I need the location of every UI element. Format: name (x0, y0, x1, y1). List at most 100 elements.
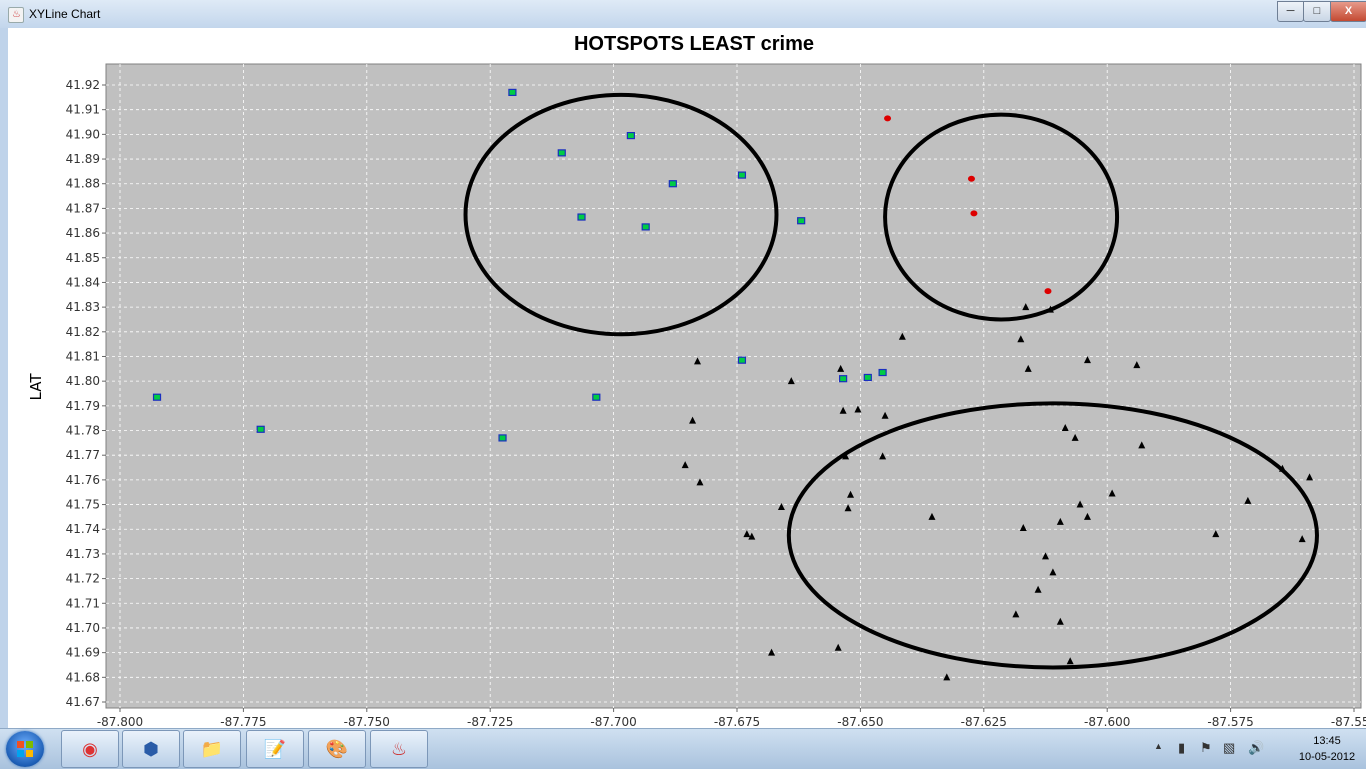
triangle-point (837, 364, 845, 372)
square-point (863, 373, 872, 382)
x-tick-label: -87.650 (837, 715, 883, 728)
action-center-flag-icon[interactable]: ⚑ (1200, 740, 1212, 755)
y-tick-label: 41.80 (66, 374, 100, 388)
virtualbox-taskbar-button[interactable]: ⬢ (122, 730, 180, 768)
java-taskbar-button[interactable]: ♨ (370, 730, 428, 768)
y-tick-label: 41.73 (66, 547, 100, 561)
clock-time[interactable]: 13:45 (1313, 735, 1341, 747)
y-tick-label: 41.83 (66, 300, 100, 314)
y-tick-label: 41.84 (66, 275, 100, 289)
y-tick-label: 41.92 (66, 78, 100, 92)
square-point (668, 180, 677, 188)
y-tick-label: 41.75 (66, 498, 100, 512)
network-signal-icon[interactable]: ▧ (1223, 740, 1236, 755)
y-tick-label: 41.87 (66, 201, 100, 215)
triangle-point (1133, 361, 1141, 369)
triangle-point (1306, 473, 1314, 481)
square-point (557, 149, 566, 157)
triangle-point (1022, 303, 1030, 311)
explorer-taskbar-button[interactable]: 📁 (183, 730, 241, 768)
x-tick-label: -87.625 (961, 715, 1007, 728)
file-explorer-icon: 📁 (200, 739, 224, 759)
square-point (737, 171, 747, 179)
x-tick-label: -87.725 (467, 715, 513, 728)
java-app-icon: ♨ (8, 7, 24, 23)
triangle-point (1056, 617, 1064, 625)
square-point (508, 88, 517, 97)
y-tick-label: 41.81 (66, 349, 100, 363)
clock-date[interactable]: 10-05-2012 (1298, 751, 1356, 763)
square-point (797, 217, 806, 225)
minimize-button[interactable]: ─ (1277, 1, 1304, 22)
triangle-point (1138, 441, 1146, 449)
triangle-point (694, 357, 702, 365)
triangle-point (847, 490, 855, 498)
triangle-point (748, 532, 756, 540)
triangle-point (1083, 512, 1091, 520)
x-tick-label: -87.800 (97, 715, 143, 728)
y-tick-label: 41.82 (66, 325, 100, 339)
triangle-point (768, 648, 776, 656)
square-point (839, 375, 848, 383)
x-tick-label: -87.575 (1207, 715, 1253, 728)
x-tick-label: -87.675 (714, 715, 760, 728)
triangle-point (1076, 500, 1084, 508)
y-tick-label: 41.74 (66, 522, 100, 536)
app-window: ♨ XYLine Chart ─ □ X HOTSPOTS LEAST crim… (0, 0, 1366, 728)
volume-icon[interactable]: 🔊 (1248, 740, 1265, 755)
paint-taskbar-button[interactable]: 🎨 (308, 730, 366, 768)
y-tick-label: 41.90 (66, 127, 100, 141)
y-tick-label: 41.76 (66, 473, 100, 487)
taskbar: ◉ ⬢ 📁 📝 🎨 ♨ ▲ ▮ ⚑ ▧ 🔊 13:45 10-05-2012 (0, 728, 1366, 769)
x-tick-label: -87.750 (344, 715, 390, 728)
maximize-button[interactable]: □ (1303, 1, 1331, 22)
circle-point (884, 115, 892, 122)
y-tick-label: 41.86 (66, 226, 100, 240)
square-point (577, 213, 586, 221)
triangle-point (787, 377, 795, 385)
triangle-point (696, 478, 704, 486)
y-tick-label: 41.70 (66, 621, 100, 635)
y-tick-label: 41.88 (66, 177, 100, 191)
square-point (626, 131, 635, 140)
triangle-point (1066, 657, 1074, 665)
x-tick-label: -87.550 (1331, 715, 1366, 728)
window-title: XYLine Chart (29, 7, 101, 21)
scatter-chart: HOTSPOTS LEAST crime LAT -87.800 -87.775 -… (27, 33, 1366, 728)
y-tick-label: 41.72 (66, 572, 100, 586)
start-button[interactable] (6, 731, 44, 767)
show-hidden-icons-icon[interactable]: ▲ (1154, 741, 1163, 751)
square-point (592, 393, 601, 401)
triangle-point (1019, 524, 1027, 532)
square-point (641, 223, 650, 231)
chrome-taskbar-button[interactable]: ◉ (61, 730, 119, 768)
x-tick-label: -87.600 (1084, 715, 1130, 728)
triangle-point (898, 332, 906, 340)
notepad-taskbar-button[interactable]: 📝 (246, 730, 304, 768)
triangle-point (943, 673, 951, 681)
x-tick-label: -87.775 (220, 715, 266, 728)
triangle-point (854, 405, 862, 413)
y-tick-label: 41.85 (66, 251, 100, 265)
triangle-point (1049, 568, 1057, 576)
close-button[interactable]: X (1330, 1, 1366, 22)
virtualbox-icon: ⬢ (143, 739, 159, 759)
triangle-point (879, 452, 887, 460)
y-tick-label: 41.71 (66, 596, 100, 610)
y-tick-label: 41.91 (66, 103, 100, 117)
triangle-point (1056, 517, 1064, 525)
triangle-point (1071, 433, 1079, 441)
title-bar[interactable]: ♨ XYLine Chart ─ □ X (0, 0, 1366, 28)
triangle-point (881, 411, 889, 419)
paint-icon: 🎨 (325, 739, 349, 759)
battery-icon[interactable]: ▮ (1178, 740, 1186, 755)
triangle-point (1212, 530, 1220, 538)
triangle-point (1298, 535, 1306, 543)
triangle-point (839, 406, 847, 414)
triangle-point (1108, 489, 1116, 497)
triangle-point (689, 416, 697, 424)
y-tick-label: 41.67 (66, 695, 100, 709)
notepad-icon: 📝 (263, 739, 287, 759)
triangle-point (681, 461, 689, 469)
y-tick-label: 41.89 (66, 152, 100, 166)
